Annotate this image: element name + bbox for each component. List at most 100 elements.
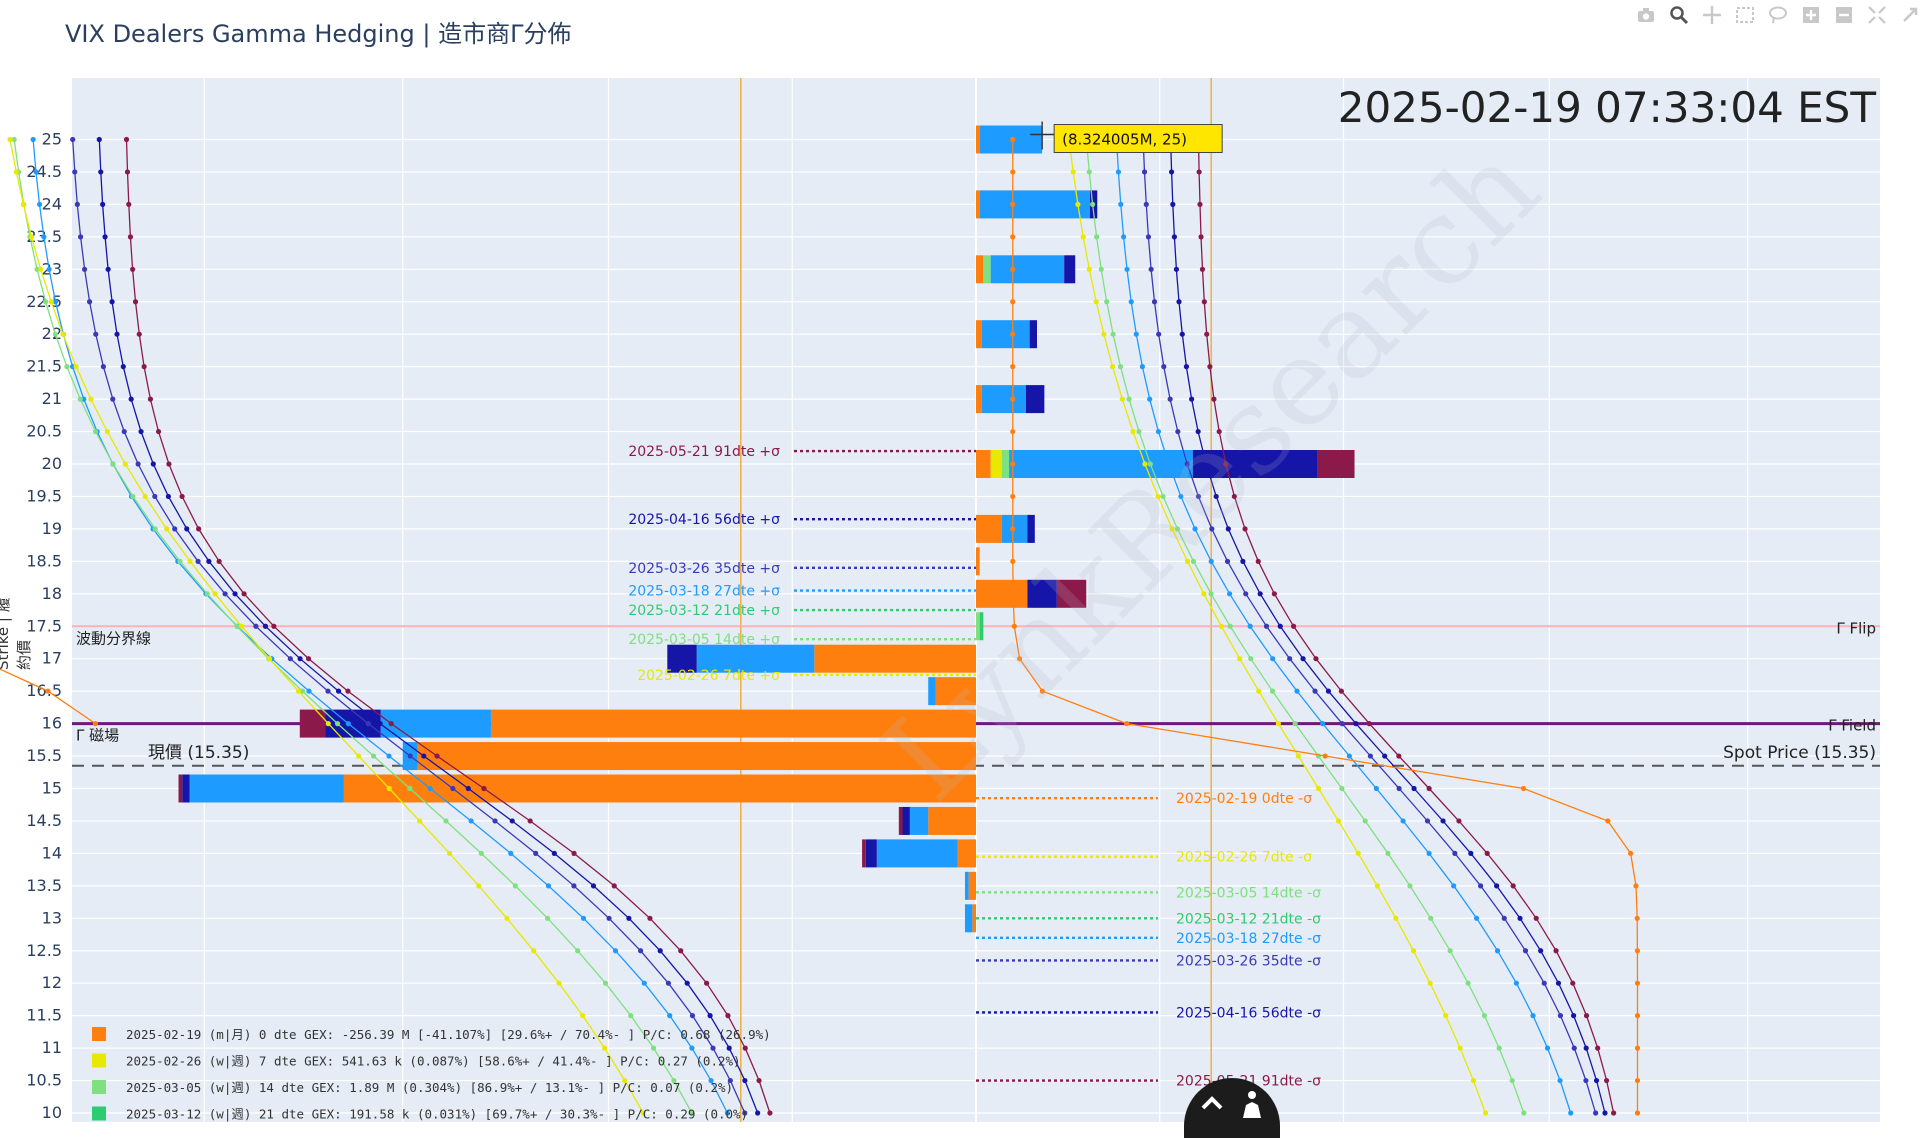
curve-marker	[1338, 688, 1344, 694]
curve-marker	[626, 915, 632, 921]
pan-icon[interactable]	[1701, 4, 1723, 26]
curve-marker	[622, 1077, 628, 1084]
hover-label: (8.324005M, 25)	[1062, 131, 1187, 149]
curve-marker	[580, 1013, 586, 1019]
reference-left-label: Γ 磁場	[76, 727, 119, 745]
curve-marker	[38, 266, 44, 272]
curve-marker	[727, 1077, 733, 1084]
curve-marker	[1189, 396, 1195, 402]
curve-marker	[602, 1045, 608, 1051]
curve-marker	[1168, 169, 1175, 175]
curve-marker	[124, 169, 131, 175]
curve-marker	[1109, 364, 1116, 370]
curve-marker	[81, 266, 88, 272]
accessibility-icon	[1243, 1091, 1261, 1118]
y-tick-label: 16	[42, 714, 62, 733]
curve-marker	[1628, 850, 1634, 857]
gex-bar	[1009, 450, 1193, 478]
curve-marker	[1118, 201, 1124, 207]
curve-marker	[13, 169, 19, 175]
curve-marker	[1010, 558, 1016, 564]
curve-marker	[52, 299, 59, 305]
y-tick-label: 19	[42, 519, 62, 538]
curve-marker	[590, 883, 597, 889]
curve-marker	[88, 396, 94, 402]
curve-marker	[1295, 753, 1301, 759]
curve-marker	[1570, 980, 1576, 986]
gex-bar	[902, 806, 910, 835]
legend-entry: 2025-03-05 (w|週) 14 dte GEX: 1.89 M (0.3…	[126, 1080, 733, 1095]
curve-marker	[1179, 331, 1185, 337]
gex-bar	[976, 547, 980, 576]
curve-marker	[96, 136, 102, 143]
curve-marker	[1093, 234, 1100, 240]
curve-marker	[742, 1045, 748, 1051]
y-tick-label: 12	[42, 973, 62, 992]
curve-marker	[1300, 656, 1306, 662]
curve-marker	[443, 818, 449, 824]
curve-marker	[1208, 591, 1214, 597]
curve-marker	[1583, 1013, 1590, 1019]
reference-right-label: Spot Price (15.35)	[1723, 743, 1876, 763]
curve-marker	[60, 331, 66, 337]
curve-marker	[155, 428, 162, 435]
curve-marker	[100, 364, 106, 370]
curve-marker	[671, 1077, 677, 1084]
curve-marker	[1184, 461, 1190, 467]
lasso-icon[interactable]	[1767, 4, 1789, 26]
gex-bar	[972, 904, 976, 933]
curve-marker	[1494, 883, 1500, 889]
curve-marker	[141, 364, 147, 370]
curve-marker	[177, 558, 183, 564]
curve-marker	[1634, 1045, 1641, 1051]
curve-marker	[1147, 461, 1153, 467]
sigma-label: 2025-05-21 91dte +σ	[628, 444, 780, 460]
curve-marker	[1424, 818, 1431, 824]
curve-marker	[1426, 850, 1432, 857]
reset-icon[interactable]	[1899, 4, 1921, 26]
curve-marker	[756, 1077, 762, 1084]
zoom-in-icon[interactable]	[1800, 4, 1822, 26]
curve-marker	[7, 136, 13, 143]
curve-marker	[234, 623, 240, 629]
curve-marker	[266, 656, 273, 662]
curve-marker	[544, 915, 551, 921]
curve-marker	[556, 980, 562, 986]
curve-marker	[533, 850, 539, 857]
curve-marker	[1593, 1110, 1599, 1116]
curve-marker	[1474, 915, 1480, 921]
zoom-icon[interactable]	[1668, 4, 1690, 26]
curve-marker	[388, 721, 394, 727]
curve-marker	[1634, 1013, 1641, 1019]
curve-marker	[1553, 948, 1559, 954]
legend-entry: 2025-03-12 (w|週) 21 dte GEX: 191.58 k (0…	[126, 1107, 748, 1122]
curve-marker	[1183, 364, 1190, 370]
curve-marker	[1090, 201, 1096, 207]
curve-marker	[1126, 396, 1132, 402]
gex-bar	[182, 774, 190, 803]
curve-marker	[138, 428, 144, 435]
curve-marker	[1339, 721, 1345, 727]
box-select-icon[interactable]	[1734, 4, 1756, 26]
curve-marker	[187, 558, 193, 564]
curve-marker	[1156, 331, 1162, 337]
zoom-out-icon[interactable]	[1833, 4, 1855, 26]
curve-marker	[1457, 1045, 1463, 1051]
curve-marker	[152, 493, 158, 500]
y-tick-label: 11	[42, 1038, 62, 1057]
curve-marker	[1101, 331, 1107, 337]
curve-marker	[1411, 785, 1417, 792]
gex-bar	[976, 579, 1028, 608]
y-tick-label: 19.5	[26, 486, 62, 505]
curve-marker	[204, 591, 210, 597]
curve-marker	[1335, 818, 1342, 824]
curve-marker	[104, 428, 110, 435]
curve-marker	[1468, 850, 1474, 857]
camera-icon[interactable]	[1635, 4, 1657, 26]
curve-marker	[1207, 364, 1213, 370]
curve-marker	[689, 1013, 696, 1019]
curve-marker	[20, 201, 26, 207]
curve-marker	[1520, 785, 1527, 792]
curve-marker	[1346, 753, 1352, 759]
autoscale-icon[interactable]	[1866, 4, 1888, 26]
